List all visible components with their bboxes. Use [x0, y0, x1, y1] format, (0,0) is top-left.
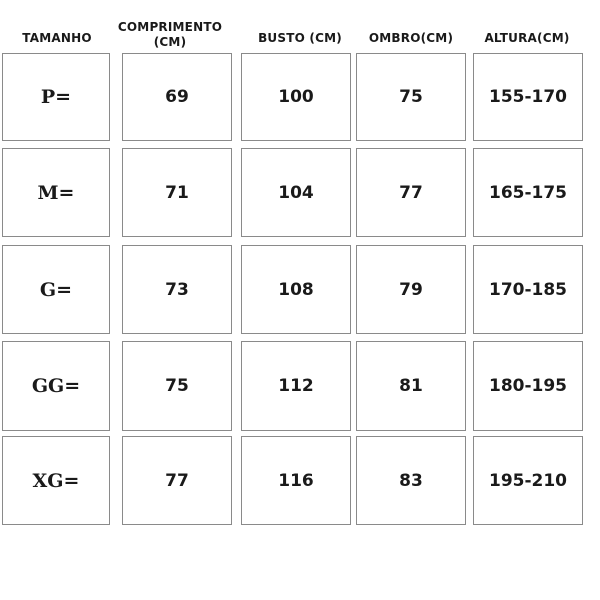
cell-value: 165-175 — [488, 182, 568, 203]
header-comprimento: COMPRIMENTO — [117, 20, 223, 34]
cell-busto: 100 — [241, 53, 351, 141]
cell-altura: 170-185 — [473, 245, 583, 334]
cell-value: 81 — [399, 376, 423, 396]
cell-value: 170-185 — [488, 279, 568, 300]
cell-altura: 155-170 — [473, 53, 583, 141]
cell-value: 104 — [278, 182, 314, 203]
header-ombro: OMBRO(CM) — [368, 31, 454, 45]
cell-value: 73 — [165, 279, 189, 300]
cell-value: 112 — [278, 376, 314, 396]
cell-value: G= — [39, 278, 73, 301]
cell-value: 75 — [165, 376, 189, 396]
cell-value: 108 — [278, 279, 314, 300]
header-comprimento-unit: (CM) — [153, 35, 187, 49]
cell-value: 69 — [165, 87, 189, 107]
cell-value: 116 — [278, 470, 314, 491]
cell-value: GG= — [31, 375, 81, 397]
cell-busto: 116 — [241, 436, 351, 525]
cell-value: 79 — [399, 279, 423, 300]
cell-ombro: 79 — [356, 245, 466, 334]
header-busto: BUSTO (CM) — [258, 31, 342, 45]
header-tamanho: TAMANHO — [22, 31, 92, 45]
cell-busto: 104 — [241, 148, 351, 237]
cell-size: P= — [2, 53, 110, 141]
cell-value: M= — [37, 181, 75, 204]
cell-comprimento: 73 — [122, 245, 232, 334]
cell-ombro: 83 — [356, 436, 466, 525]
cell-altura: 165-175 — [473, 148, 583, 237]
cell-value: 83 — [399, 470, 423, 491]
cell-comprimento: 69 — [122, 53, 232, 141]
cell-value: 155-170 — [488, 87, 568, 107]
header-altura: ALTURA(CM) — [484, 31, 570, 45]
cell-size: XG= — [2, 436, 110, 525]
cell-value: P= — [40, 86, 72, 108]
cell-value: 75 — [399, 87, 423, 107]
cell-ombro: 77 — [356, 148, 466, 237]
cell-busto: 112 — [241, 341, 351, 431]
cell-size: GG= — [2, 341, 110, 431]
cell-value: 77 — [165, 470, 189, 491]
cell-busto: 108 — [241, 245, 351, 334]
cell-comprimento: 75 — [122, 341, 232, 431]
cell-value: 71 — [165, 182, 189, 203]
cell-altura: 180-195 — [473, 341, 583, 431]
cell-value: 100 — [278, 87, 314, 107]
cell-ombro: 81 — [356, 341, 466, 431]
cell-comprimento: 71 — [122, 148, 232, 237]
cell-value: 180-195 — [488, 376, 568, 396]
cell-ombro: 75 — [356, 53, 466, 141]
cell-value: 195-210 — [488, 470, 568, 491]
cell-value: XG= — [32, 469, 80, 492]
cell-value: 77 — [399, 182, 423, 203]
cell-size: M= — [2, 148, 110, 237]
cell-altura: 195-210 — [473, 436, 583, 525]
cell-size: G= — [2, 245, 110, 334]
cell-comprimento: 77 — [122, 436, 232, 525]
